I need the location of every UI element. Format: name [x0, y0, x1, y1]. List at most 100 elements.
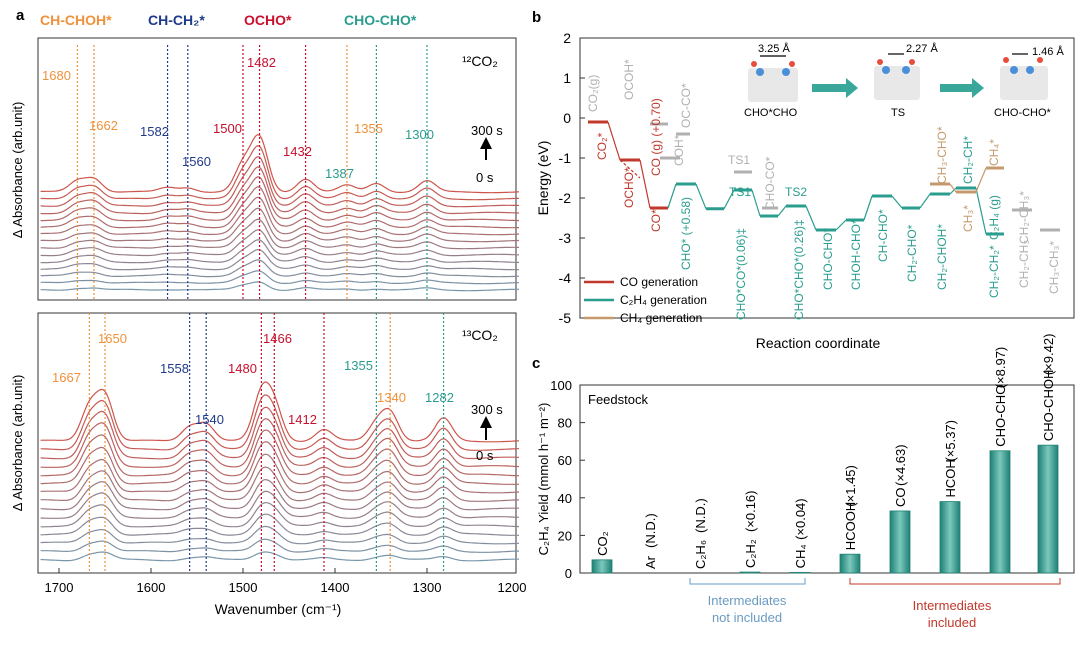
bar-category-label: CHO-CHOH [1041, 370, 1056, 442]
group-included-line2: included [928, 615, 976, 630]
legend-ch4: CH₄ generation [620, 311, 702, 325]
feedstock-label: Feedstock [588, 392, 648, 407]
energy-label: TS1 [728, 153, 750, 167]
structure-caption: TS [891, 107, 905, 119]
spectrum-trace [40, 490, 520, 519]
energy-label: CH₂-CH* [961, 136, 975, 184]
structure-distance: 1.46 Å [1032, 45, 1064, 58]
bar-category-label: CO₂ [595, 531, 610, 556]
spectrum-trace [40, 176, 520, 222]
bar-category-label: HCOH [943, 459, 958, 497]
peak-label: 1650 [98, 331, 127, 346]
bar [739, 571, 761, 574]
group-ch-choh-label: CH-CHOH* [40, 12, 112, 28]
structure-distance: 3.25 Å [758, 42, 790, 55]
bar-category-label: HCOOH [843, 502, 858, 550]
energy-connector [863, 195, 873, 221]
spectrum-trace [40, 466, 520, 502]
energy-connector [751, 189, 761, 217]
peak-label: 1282 [425, 390, 454, 405]
legend-co: CO generation [620, 275, 698, 289]
peak-label: 1300 [405, 127, 434, 142]
spectrum-trace [40, 239, 520, 264]
legend-c2h4: C₂H₄ generation [620, 293, 707, 307]
bottom-isotope-label: ¹³CO₂ [462, 327, 498, 343]
group-not-included-line2: not included [712, 610, 782, 625]
bar-annotation: (×0.16) [743, 490, 758, 532]
energy-connector [919, 193, 931, 209]
peak-label: 1387 [325, 166, 354, 181]
y-tick-label: -1 [559, 150, 572, 166]
energy-label: OCOH* [622, 59, 636, 100]
structure-ts: 2.27 Å TS [874, 42, 938, 119]
y-tick-label: 100 [550, 378, 572, 393]
spectrum-trace [40, 281, 519, 292]
panel-b-frame [579, 37, 1075, 319]
spectrum-trace [40, 429, 519, 477]
energy-label: CH₃* [961, 205, 975, 232]
y-tick-label: -3 [559, 230, 572, 246]
panel-a-group-headers: CH-CHOH* CH-CH₂* OCHO* CHO-CHO* [40, 12, 417, 28]
energy-label: CHO*CO*(0.06)‡ [734, 228, 748, 320]
spectrum-trace [40, 218, 519, 250]
peak-label: 1412 [288, 412, 317, 427]
structure-arrow-2 [940, 78, 984, 98]
bar [789, 572, 811, 574]
spectrum-trace [40, 207, 519, 243]
energy-label: CH₂-CHOH* [935, 224, 949, 290]
bar [591, 559, 613, 574]
bar [839, 553, 861, 574]
spectrum-trace [40, 259, 520, 278]
spectrum-trace [40, 229, 520, 257]
group-ocho-label: OCHO* [244, 12, 292, 28]
peak-label: 1466 [263, 331, 292, 346]
energy-label: CH₃-CH₃* [1047, 241, 1061, 294]
bar-annotation: (×1.45) [843, 465, 858, 507]
energy-label: OC-CO* [679, 83, 693, 128]
panel-a-top-ylabel: Δ Absorbance (arb.unit) [10, 102, 25, 239]
structure-distance: 2.27 Å [906, 42, 938, 55]
energy-label: CHO-CHO* [821, 228, 835, 290]
energy-connector [949, 187, 957, 195]
panel-a-bottom-ylabel: Δ Absorbance (arb.unit) [10, 375, 25, 512]
x-tick-label: 1400 [321, 580, 350, 595]
y-tick-label: 40 [558, 491, 572, 506]
group-included-line1: Intermediates [913, 598, 992, 613]
bar-annotation: (×9.42) [1041, 334, 1056, 376]
energy-connector [975, 167, 987, 193]
peak-label: 1500 [213, 121, 242, 136]
spectrum-trace [40, 133, 520, 194]
y-tick-label: -5 [559, 310, 572, 326]
peak-label: 1540 [195, 412, 224, 427]
spectrum-trace [40, 418, 520, 468]
x-tick-label: 1600 [137, 580, 166, 595]
spectrum-trace [40, 525, 520, 545]
bar-annotation: (×0.04) [793, 498, 808, 540]
y-tick-label: -2 [559, 190, 572, 206]
peak-label: 1667 [52, 370, 81, 385]
bar-annotation: (×5.37) [943, 420, 958, 462]
panel-a-xlabel: Wavenumber (cm⁻¹) [215, 601, 342, 617]
bar [989, 450, 1011, 574]
bar-annotation: (×4.63) [893, 444, 908, 486]
panel-a-top-frame [37, 37, 517, 301]
peak-label: 1482 [247, 55, 276, 70]
spectrum-trace [40, 186, 519, 229]
structure-caption: CHO-CHO* [994, 107, 1052, 119]
panel-b-y-axis: 2 1 0 -1 -2 -3 -4 -5 [559, 30, 585, 326]
energy-label: OCHO* [622, 167, 636, 208]
group-ch-ch2-label: CH-CH₂* [148, 12, 205, 28]
bottom-time-0s: 0 s [476, 448, 494, 463]
spectrum-trace [40, 270, 520, 285]
energy-label: CHO*CHO*(0.26)‡ [792, 219, 806, 320]
peak-label: 1355 [344, 358, 373, 373]
energy-label: C₂H₄ (g) [987, 195, 1001, 240]
bar [889, 510, 911, 574]
y-tick-label: 20 [558, 528, 572, 543]
panel-a-label: a [16, 7, 25, 24]
spectrum-trace [40, 538, 520, 553]
spectrum-trace [40, 406, 519, 460]
energy-label: CH₂-CHO* [905, 224, 919, 282]
energy-label: COH* [672, 134, 686, 166]
y-tick-label: -4 [559, 270, 572, 286]
